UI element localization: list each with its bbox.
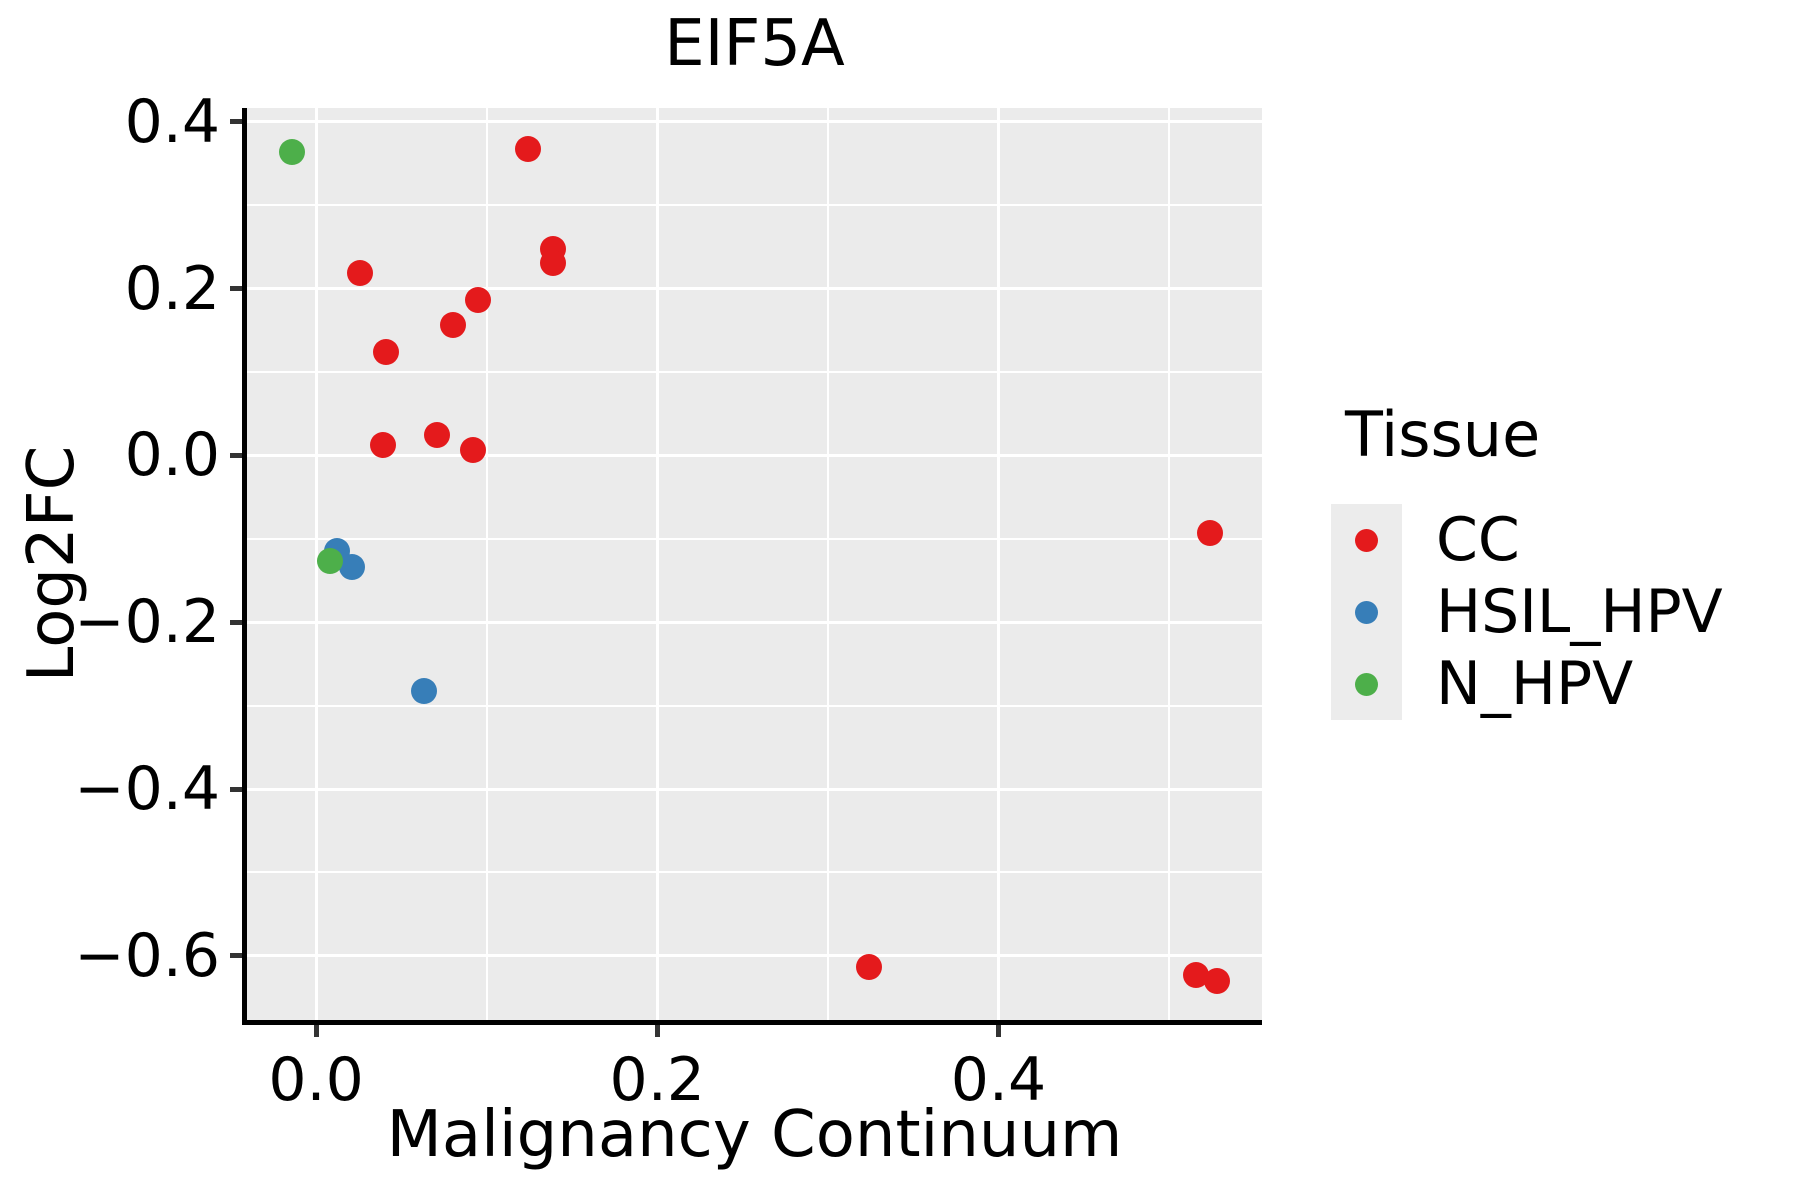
- gridline-major-vertical: [655, 108, 659, 1020]
- gridline-minor-horizontal: [247, 371, 1262, 374]
- y-axis-tick: [230, 619, 242, 625]
- y-tick-label: −0.6: [74, 920, 220, 991]
- data-point-CC: [460, 436, 487, 463]
- gridline-minor-horizontal: [247, 204, 1262, 207]
- y-tick-label: −0.2: [74, 587, 220, 658]
- data-point-CC: [373, 339, 400, 366]
- data-point-CC: [1196, 520, 1223, 547]
- x-tick-label: 0.0: [268, 1045, 364, 1115]
- data-point-N_HPV: [316, 548, 343, 575]
- y-axis-title: Log2FC: [15, 445, 89, 683]
- x-axis-tick: [313, 1025, 319, 1037]
- legend-entry-N_HPV: N_HPV: [1331, 648, 1723, 720]
- legend-key: [1331, 504, 1402, 576]
- legend: Tissue CC HSIL_HPV N_HPV: [1331, 398, 1723, 720]
- data-point-CC: [1203, 967, 1230, 994]
- gridline-major-horizontal: [247, 620, 1262, 624]
- data-point-CC: [439, 312, 466, 339]
- data-point-HSIL_HPV: [338, 554, 365, 581]
- y-axis-tick: [230, 786, 242, 792]
- y-axis-tick: [230, 953, 242, 959]
- legend-dot-HSIL_HPV: [1355, 600, 1378, 624]
- data-point-CC: [347, 259, 374, 286]
- legend-title: Tissue: [1345, 398, 1541, 471]
- legend-entry-CC: CC: [1331, 504, 1723, 576]
- gridline-minor-horizontal: [247, 537, 1262, 540]
- x-tick-label: 0.4: [950, 1045, 1047, 1115]
- gridline-minor-vertical: [826, 108, 829, 1020]
- data-point-CC: [514, 136, 541, 163]
- legend-label: HSIL_HPV: [1436, 577, 1723, 647]
- y-axis-tick: [230, 119, 242, 125]
- x-axis-tick: [995, 1025, 1001, 1037]
- y-tick-label: 0.4: [124, 86, 220, 157]
- data-point-HSIL_HPV: [410, 678, 437, 705]
- gridline-major-vertical: [314, 108, 318, 1020]
- legend-entry-HSIL_HPV: HSIL_HPV: [1331, 576, 1723, 648]
- x-axis-line: [242, 1020, 1262, 1025]
- legend-label: CC: [1436, 505, 1520, 575]
- gridline-minor-vertical: [1168, 108, 1171, 1020]
- y-tick-label: 0.0: [124, 420, 220, 491]
- legend-key: [1331, 648, 1402, 720]
- plot-title: EIF5A: [664, 7, 845, 81]
- legend-key: [1331, 576, 1402, 648]
- x-tick-label: 0.2: [609, 1045, 705, 1115]
- gridline-minor-horizontal: [247, 704, 1262, 707]
- x-axis-tick: [654, 1025, 660, 1037]
- gridline-minor-vertical: [485, 108, 488, 1020]
- gridline-major-horizontal: [247, 954, 1262, 958]
- data-point-CC: [540, 249, 567, 276]
- y-tick-label: −0.4: [74, 754, 220, 825]
- gridline-major-horizontal: [247, 787, 1262, 791]
- data-point-CC: [424, 421, 451, 448]
- gridline-major-horizontal: [247, 453, 1262, 457]
- data-point-CC: [369, 431, 396, 458]
- legend-label: N_HPV: [1436, 649, 1634, 719]
- data-point-CC: [855, 953, 882, 980]
- data-point-CC: [465, 287, 492, 314]
- legend-entries: CC HSIL_HPV N_HPV: [1331, 504, 1723, 720]
- y-axis-line: [242, 108, 247, 1025]
- data-point-N_HPV: [279, 138, 306, 165]
- gridline-major-horizontal: [247, 287, 1262, 291]
- y-tick-label: 0.2: [124, 253, 220, 324]
- gridline-minor-horizontal: [247, 871, 1262, 874]
- gridline-major-horizontal: [247, 120, 1262, 124]
- legend-dot-CC: [1355, 528, 1378, 552]
- legend-dot-N_HPV: [1355, 672, 1378, 696]
- y-axis-tick: [230, 452, 242, 458]
- y-axis-tick: [230, 286, 242, 292]
- gridline-major-vertical: [996, 108, 1000, 1020]
- plot-panel: [247, 108, 1262, 1020]
- x-axis-title: Malignancy Continuum: [386, 1098, 1123, 1172]
